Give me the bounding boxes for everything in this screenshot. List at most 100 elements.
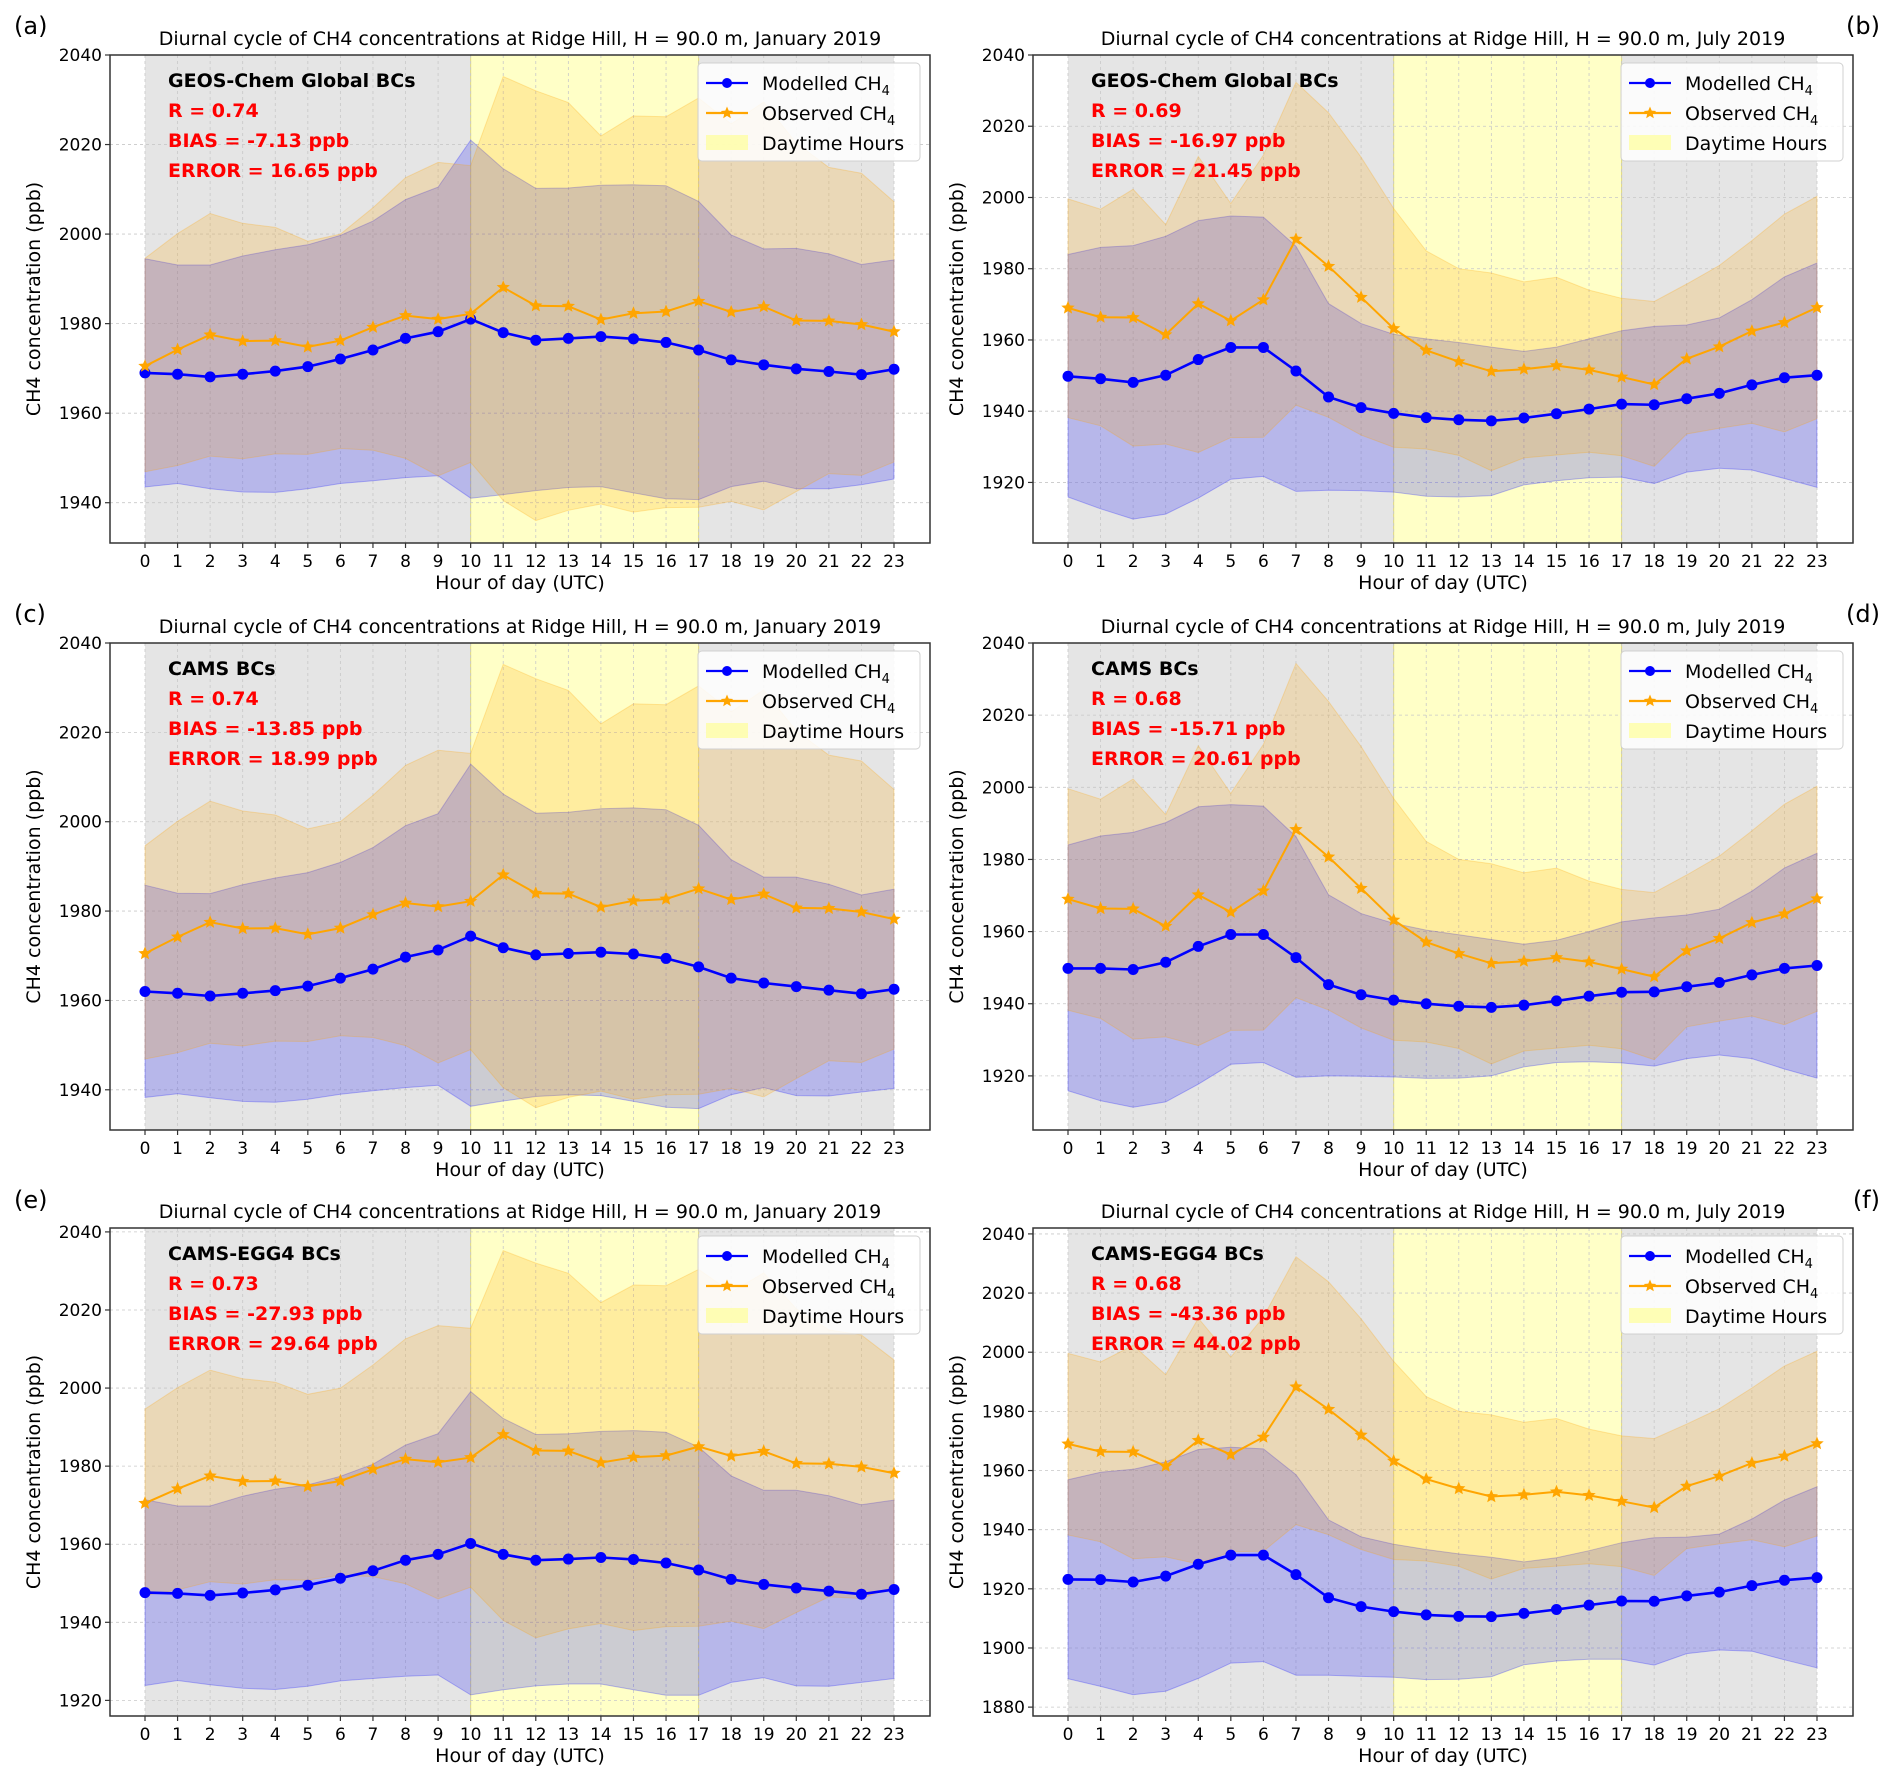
observed-point [1484, 956, 1498, 969]
observed-point [1484, 364, 1498, 377]
modelled-point [334, 1572, 346, 1584]
legend-daytime-swatch [706, 723, 748, 738]
observed-point [268, 921, 282, 934]
modelled-band [1067, 215, 1818, 520]
axes-frame [1032, 54, 1854, 544]
modelled-point [1355, 1601, 1367, 1613]
modelled-point [1485, 1001, 1497, 1013]
r-annotation: R = 0.69 [1091, 100, 1182, 122]
axes-frame [1032, 642, 1854, 1131]
legend-daytime-swatch [706, 135, 748, 150]
modelled-point [465, 1537, 477, 1549]
modelled-point [1550, 408, 1562, 420]
x-tick-label: 3 [237, 552, 248, 572]
x-tick-label: 4 [270, 1725, 281, 1745]
x-axis-label: Hour of day (UTC) [1358, 1159, 1528, 1181]
r-annotation: R = 0.74 [168, 100, 259, 122]
modelled-point [823, 984, 835, 996]
x-tick-label: 1 [1095, 552, 1106, 572]
observed-band [1067, 1255, 1818, 1580]
modelled-point [1160, 369, 1172, 381]
observed-point [366, 907, 380, 921]
observed-point [170, 930, 185, 943]
modelled-point [1225, 341, 1237, 353]
modelled-point [1616, 1595, 1628, 1607]
x-tick-label: 7 [368, 552, 379, 572]
modelled-point [1160, 956, 1172, 968]
y-tick-label: 1940 [59, 494, 102, 514]
modelled-point [1550, 1604, 1562, 1616]
modelled-point [1127, 1576, 1139, 1588]
observed-point [1387, 913, 1401, 926]
observed-point [1517, 1487, 1531, 1501]
x-tick-label: 0 [140, 1139, 151, 1159]
x-tick-label: 1 [172, 552, 183, 572]
observed-point [1615, 370, 1629, 383]
legend-modelled-marker [722, 1251, 732, 1261]
observed-point [1582, 362, 1596, 376]
modelled-point [1290, 952, 1302, 964]
modelled-point [1453, 414, 1465, 426]
x-tick-label: 19 [753, 1139, 775, 1159]
legend-modelled-marker [1645, 1251, 1655, 1261]
x-tick-label: 16 [655, 1725, 677, 1745]
x-tick-label: 3 [237, 1139, 248, 1159]
observed-point [1419, 935, 1433, 948]
modelled-point [1420, 412, 1432, 424]
x-tick-label: 22 [1774, 1725, 1796, 1745]
x-tick-label: 9 [433, 552, 444, 572]
x-tick-label: 15 [623, 552, 645, 572]
x-tick-label: 1 [1095, 1725, 1106, 1745]
legend-observed-label: Observed CH4 [1685, 103, 1818, 129]
x-tick-label: 8 [1323, 552, 1334, 572]
x-tick-label: 18 [720, 1725, 742, 1745]
modelled-point [627, 1553, 639, 1565]
observed-point [1745, 915, 1759, 929]
observed-point [1093, 1444, 1108, 1458]
modelled-point [1062, 962, 1074, 974]
observed-point [724, 1449, 738, 1462]
modelled-point [1127, 963, 1139, 975]
x-tick-label: 12 [525, 1725, 547, 1745]
x-tick-label: 19 [1676, 552, 1698, 572]
y-tick-label: 1940 [59, 1081, 102, 1101]
modelled-point [1192, 354, 1204, 366]
observed-point [561, 886, 575, 900]
observed-point [398, 1452, 413, 1465]
observed-point [529, 298, 543, 312]
y-tick-label: 1960 [982, 1462, 1025, 1482]
x-tick-label: 6 [335, 552, 346, 572]
observed-point [659, 1448, 673, 1462]
modelled-point [1713, 976, 1725, 988]
legend-modelled-label: Modelled CH4 [762, 73, 890, 99]
x-tick-label: 7 [368, 1139, 379, 1159]
x-tick-label: 20 [1708, 1139, 1730, 1159]
modelled-point [1648, 986, 1660, 998]
modelled-point [1192, 1558, 1204, 1570]
daytime-shading [470, 1228, 699, 1716]
x-tick-label: 8 [1323, 1725, 1334, 1745]
observed-point [1712, 339, 1726, 353]
observed-band [1067, 662, 1818, 1065]
x-tick-label: 20 [1708, 552, 1730, 572]
axes-frame [109, 1227, 931, 1717]
x-tick-label: 8 [400, 552, 411, 572]
modelled-point [1323, 391, 1335, 403]
y-tick-label: 2040 [982, 634, 1025, 654]
y-tick-label: 1980 [982, 850, 1025, 870]
bc-name-annotation: CAMS BCs [168, 658, 276, 680]
y-tick-label: 1960 [59, 991, 102, 1011]
x-tick-label: 7 [368, 1725, 379, 1745]
x-tick-label: 1 [172, 1139, 183, 1159]
x-tick-label: 15 [623, 1725, 645, 1745]
x-tick-label: 4 [1193, 552, 1204, 572]
y-tick-label: 2020 [59, 723, 102, 743]
legend: Modelled CH4 Observed CH4 Daytime Hours [697, 650, 921, 750]
x-tick-label: 13 [558, 552, 580, 572]
y-axis-label: CH4 concentration (ppb) [946, 182, 968, 416]
modelled-point [1681, 1590, 1693, 1602]
x-tick-label: 16 [655, 1139, 677, 1159]
